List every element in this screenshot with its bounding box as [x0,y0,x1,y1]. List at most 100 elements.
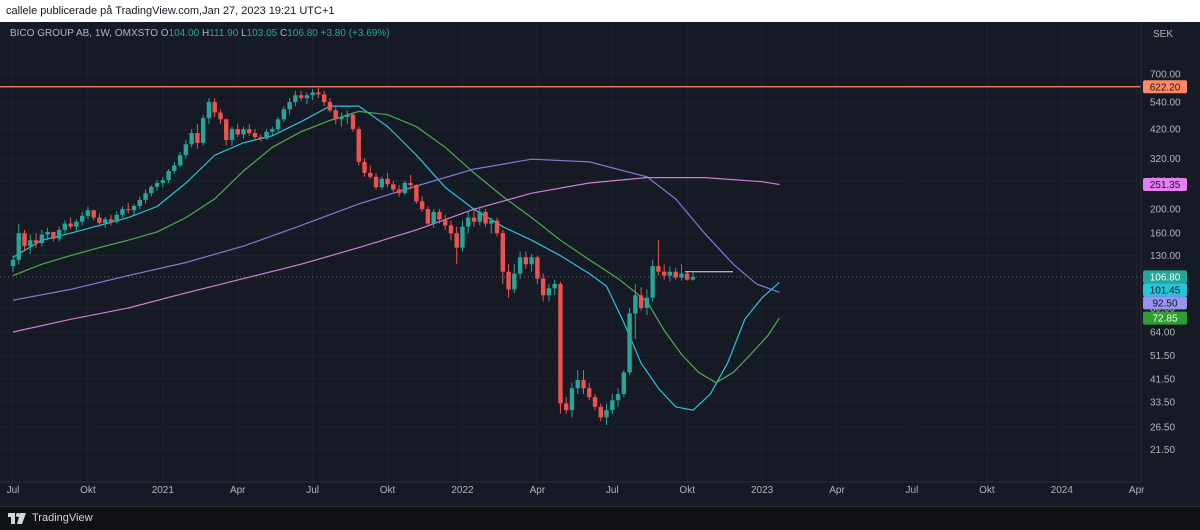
candle-body [610,400,615,411]
price-chart[interactable]: SEK 700.00540.00420.00320.00260.00200.00… [0,22,1200,506]
candle-body [137,199,142,206]
y-tick-label: 33.50 [1150,397,1175,408]
x-tick-label: Apr [230,485,246,496]
y-tick-label: 21.50 [1150,445,1175,456]
overlays [0,86,1141,278]
candle-body [143,193,148,200]
candle-body [45,231,50,235]
candle-body [506,271,511,290]
candle-body [224,119,229,140]
price-axis[interactable]: SEK 700.00540.00420.00320.00260.00200.00… [1140,22,1187,482]
candle-body [28,240,33,247]
candle-body [200,118,206,143]
candle-body [489,220,494,224]
low-label: L [241,28,247,39]
ma-series-line [12,105,780,411]
candle-body [627,313,632,373]
candle-body [287,102,292,110]
candle-body [189,133,194,145]
price-label-bg [1143,270,1187,284]
price-label-text: 251.35 [1150,180,1181,191]
candle-body [477,211,482,222]
y-tick-label: 160.00 [1150,229,1181,240]
y-tick-label: 540.00 [1150,98,1181,109]
candle-body [68,223,73,227]
candle-body [540,278,546,296]
price-label: 251.35 [1143,178,1187,192]
y-tick-label: 700.00 [1150,70,1181,81]
candle-body [51,231,56,239]
x-tick-label: Jul [906,485,919,496]
candle-body [512,273,517,290]
candle-body [633,295,638,314]
candle-body [103,219,108,223]
candle-body [379,178,384,188]
grid [0,22,1141,482]
tradingview-brand[interactable]: TradingView [8,512,93,524]
footer: TradingView [0,506,1200,530]
price-label-bg [1143,80,1187,94]
price-label-text: 72.85 [1152,314,1177,325]
ma-series-line [12,177,780,333]
candle-body [656,266,661,272]
change-value: +3.80 (+3.69%) [320,28,390,39]
open-value: 104.00 [168,28,200,39]
candle-body [160,180,166,183]
candle-body [183,144,189,156]
time-axis[interactable]: Jul Okt 2021 Apr Jul Okt 2022 Apr Jul Okt 2023 Apr J… [0,481,1145,496]
y-tick-label: 51.50 [1150,351,1175,362]
chart-area[interactable]: SEK 700.00540.00420.00320.00260.00200.00… [0,22,1200,506]
candle-body [258,137,263,139]
price-label-bg [1143,311,1187,325]
y-tick-label: 26.50 [1150,423,1175,434]
candle-body [85,210,91,216]
candle-body [517,257,523,274]
candle-body [494,220,500,234]
x-tick-label: Okt [979,485,995,496]
candle-body [483,211,488,224]
candle-body [615,394,621,401]
candle-body [91,210,96,218]
candle-body [396,189,402,194]
candle-body [97,217,102,223]
candle-body [598,406,603,418]
price-label-text: 101.45 [1150,285,1181,296]
high-value: 111.90 [209,28,239,39]
currency-label: SEK [1153,29,1173,40]
x-tick-label: 2023 [751,485,774,496]
candle-body [345,114,350,118]
publisher-header: callele publicerade på TradingView.com,J… [0,0,1200,22]
candle-body [108,219,114,222]
candle-body [529,257,534,265]
price-label: 106.80 [1143,270,1187,284]
x-tick-label: Apr [1129,485,1145,496]
x-tick-label: Jul [606,485,619,496]
candle-body [212,102,217,113]
candle-body [126,209,131,211]
x-tick-label: 2022 [451,485,474,496]
candle-body [177,155,183,166]
candle-body [114,214,119,222]
candles [10,88,696,426]
candle-body [120,209,125,215]
candle-body [690,276,696,280]
candle-body [454,233,459,248]
candle-body [350,114,356,130]
candle-body [442,219,448,226]
chart-background [0,22,1200,506]
y-tick-label: 200.00 [1150,205,1181,216]
candle-body [448,225,454,234]
candle-body [356,129,361,162]
publisher-text: callele publicerade på TradingView.com,J… [6,5,335,17]
candle-body [316,92,321,95]
close-value: 106.80 [287,28,318,39]
candle-body [321,94,327,103]
candle-body [425,209,431,224]
candle-body [604,410,609,418]
candle-body [33,240,39,244]
symbol-legend: BICO GROUP AB, 1W, OMXSTO O104.00 H111.9… [10,28,390,39]
x-tick-label: Jul [7,485,20,496]
candle-body [408,182,413,186]
candle-body [460,226,465,248]
x-tick-label: Okt [679,485,695,496]
